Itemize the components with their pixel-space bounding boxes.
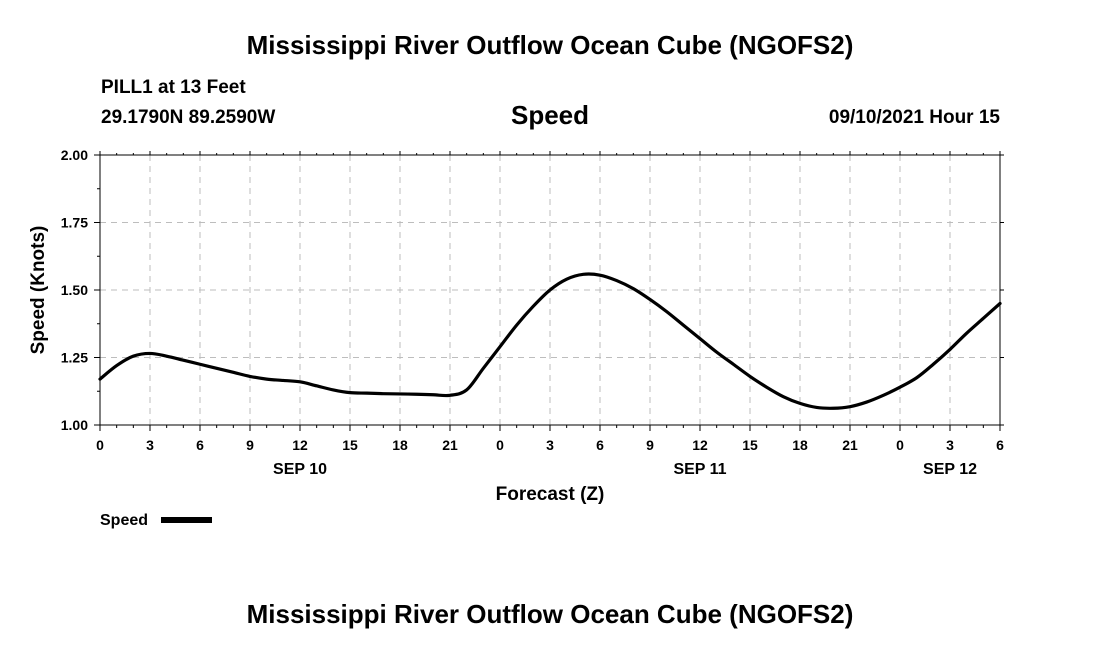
x-tick-label: 9 [246, 437, 254, 453]
series-layer [98, 272, 1002, 410]
plot-frame [99, 154, 1001, 426]
y-tick-label: 1.00 [61, 417, 88, 433]
x-tick-label: 3 [946, 437, 954, 453]
y-tick-label: 1.75 [61, 215, 88, 231]
date-label: SEP 10 [273, 461, 327, 478]
y-tick-label: 1.25 [61, 350, 88, 366]
x-tick-label: 15 [742, 437, 758, 453]
x-axis-title: Forecast (Z) [496, 484, 605, 505]
station-label: PILL1 at 13 Feet [101, 77, 246, 98]
x-tick-label: 18 [392, 437, 408, 453]
chart-title: Speed [510, 100, 590, 130]
date-label: SEP 11 [673, 461, 726, 478]
footer-title: Mississippi River Outflow Ocean Cube (NG… [246, 599, 854, 629]
grid-lines [100, 155, 1000, 425]
x-tick-label: 12 [692, 437, 708, 453]
x-tick-label: 3 [546, 437, 554, 453]
legend-label-speed: Speed [100, 512, 148, 529]
page-title: Mississippi River Outflow Ocean Cube (NG… [246, 30, 854, 60]
series-line-speed [98, 272, 1002, 410]
x-tick-label: 12 [292, 437, 308, 453]
y-axis-title: Speed (Knots) [28, 226, 49, 355]
datetime-label: 09/10/2021 Hour 15 [828, 107, 1000, 128]
date-label: SEP 12 [923, 461, 977, 478]
axis-labels: Forecast (Z) Speed (Knots) 0 3 6 9 12 15 18 21 0… [28, 147, 1004, 505]
x-tick-label: 0 [496, 437, 504, 453]
y-tick-label: 1.50 [61, 282, 88, 298]
x-tick-label: 0 [96, 437, 104, 453]
x-tick-label: 15 [342, 437, 358, 453]
x-tick-label: 0 [896, 437, 904, 453]
x-tick-label: 21 [442, 437, 458, 453]
x-tick-label: 18 [792, 437, 808, 453]
x-tick-label: 9 [646, 437, 654, 453]
x-tick-label: 3 [146, 437, 154, 453]
x-tick-label: 6 [996, 437, 1004, 453]
coordinates-label: 29.1790N 89.2590W [101, 107, 276, 128]
x-tick-label: 6 [196, 437, 204, 453]
y-tick-label: 2.00 [61, 147, 88, 163]
x-tick-label: 21 [842, 437, 858, 453]
x-tick-label: 6 [596, 437, 604, 453]
legend: Speed [100, 512, 212, 529]
